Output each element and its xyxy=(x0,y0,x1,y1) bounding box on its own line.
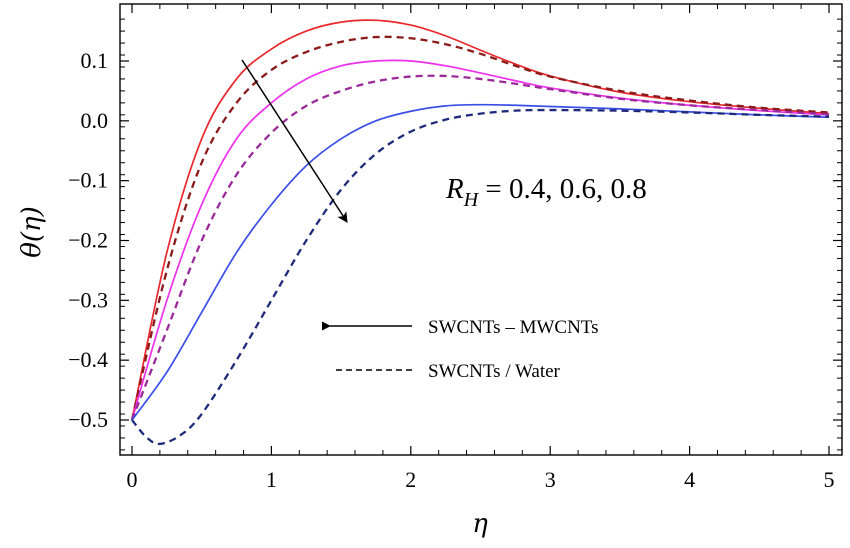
y-tick-label: −0.3 xyxy=(68,287,108,312)
legend: SWCNTs – MWCNTs SWCNTs / Water xyxy=(321,317,598,382)
series-line-5-solid xyxy=(131,103,830,421)
y-tick-label: −0.4 xyxy=(68,347,108,372)
y-tick-label: −0.2 xyxy=(68,228,108,253)
y-tick-label: 0.1 xyxy=(81,48,109,73)
y-tick-label: 0.0 xyxy=(81,108,109,133)
legend-label-hybrid: SWCNTs – MWCNTs xyxy=(428,317,598,338)
annotation-symbol: R xyxy=(445,173,464,205)
series-line-2-dashed xyxy=(130,35,830,421)
x-tick-label: 0 xyxy=(127,467,138,492)
tick-labels: 0 1 2 3 4 5 0.1 0.0 −0.1 −0.2 −0.3 −0.4 −0.5 xyxy=(68,48,834,492)
annotation-values: = 0.4, 0.6, 0.8 xyxy=(478,173,647,205)
legend-label-water: SWCNTs / Water xyxy=(428,361,561,382)
x-tick-label: 3 xyxy=(545,467,556,492)
x-tick-label: 4 xyxy=(684,467,695,492)
trend-arrow xyxy=(241,59,348,223)
x-tick-label: 2 xyxy=(405,467,416,492)
y-axis-title: θ(η) xyxy=(17,206,47,258)
x-tick-label: 5 xyxy=(824,467,835,492)
series-line-1-solid xyxy=(131,19,830,421)
plot-frame xyxy=(119,3,843,456)
axis-ticks xyxy=(120,4,842,455)
y-tick-label: −0.1 xyxy=(68,168,108,193)
series-group xyxy=(130,19,830,446)
x-axis-title: η xyxy=(472,509,488,539)
y-tick-label: −0.5 xyxy=(68,407,108,432)
annotation-subscript: H xyxy=(463,189,480,211)
x-tick-label: 1 xyxy=(266,467,277,492)
parameter-annotation: RH = 0.4, 0.6, 0.8 xyxy=(445,173,647,211)
series-line-6-dashed xyxy=(131,108,830,446)
series-line-4-dashed xyxy=(130,74,830,421)
